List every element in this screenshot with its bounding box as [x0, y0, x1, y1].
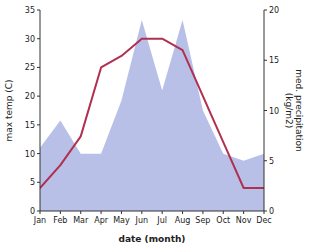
y2-tick-label: 5 [269, 157, 274, 166]
x-tick-label: Jun [135, 216, 149, 225]
y-axis-line [40, 10, 41, 211]
y2-tick [264, 160, 267, 161]
y-tick-label: 15 [25, 121, 35, 130]
y2-tick [264, 211, 267, 212]
axes: JanFebMarAprMayJunJulAugSepOctNovDec0510… [25, 6, 279, 225]
x-axis-line [40, 211, 264, 212]
y2-tick-label: 15 [269, 56, 279, 65]
y-tick [37, 38, 40, 39]
y2-tick-label: 20 [269, 6, 279, 15]
y-tick-label: 25 [25, 63, 35, 72]
y-tick-label: 20 [25, 92, 35, 101]
x-tick [243, 211, 244, 214]
x-tick-label: Jan [33, 216, 46, 225]
y-tick [37, 153, 40, 154]
y-tick-label: 5 [30, 178, 35, 187]
x-tick [182, 211, 183, 214]
y2-axis-label: med. precipitation(kg/m2) [284, 69, 304, 151]
y2-tick [264, 10, 267, 11]
x-tick [80, 211, 81, 214]
y2-tick [264, 60, 267, 61]
x-tick-label: Aug [175, 216, 191, 225]
chart: JanFebMarAprMayJunJulAugSepOctNovDec0510… [0, 0, 318, 247]
y-tick [37, 124, 40, 125]
x-axis-label: date (month) [119, 234, 186, 244]
x-tick-label: Apr [94, 216, 109, 225]
plot-area [40, 20, 264, 211]
x-tick-label: Feb [53, 216, 67, 225]
x-tick-label: Sep [195, 216, 210, 225]
x-tick-label: May [113, 216, 130, 225]
y-tick [37, 211, 40, 212]
y2-tick [264, 110, 267, 111]
x-tick [121, 211, 122, 214]
y-axis-label: max temp (C) [4, 79, 14, 141]
x-tick-label: Jul [156, 216, 167, 225]
y-tick-label: 30 [25, 35, 35, 44]
x-tick-label: Oct [216, 216, 230, 225]
y-tick-label: 35 [25, 6, 35, 15]
x-tick-label: Dec [256, 216, 271, 225]
precipitation-area [40, 20, 264, 211]
x-tick [223, 211, 224, 214]
y-tick [37, 10, 40, 11]
y2-tick-label: 0 [269, 207, 274, 216]
x-tick-label: Nov [236, 216, 252, 225]
x-tick [162, 211, 163, 214]
y2-tick-label: 10 [269, 107, 279, 116]
x-tick [60, 211, 61, 214]
temperature-line [40, 39, 264, 188]
y-tick [37, 96, 40, 97]
x-tick-label: Mar [73, 216, 89, 225]
y-tick [37, 67, 40, 68]
y-tick-label: 0 [30, 207, 35, 216]
x-tick [202, 211, 203, 214]
x-tick [141, 211, 142, 214]
x-tick [101, 211, 102, 214]
y-tick-label: 10 [25, 150, 35, 159]
y-tick [37, 182, 40, 183]
